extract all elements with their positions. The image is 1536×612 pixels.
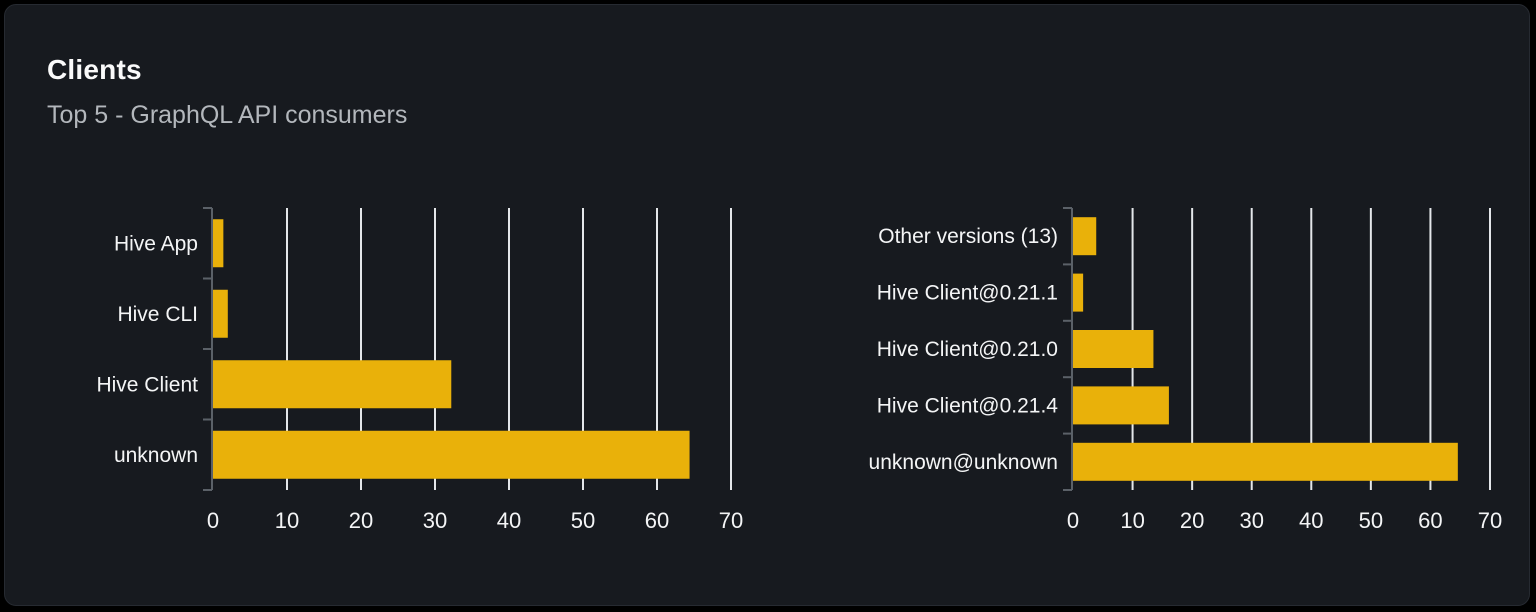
- bar[interactable]: [1073, 386, 1169, 425]
- x-tick-label: 50: [1359, 508, 1383, 533]
- category-label: unknown@unknown: [869, 451, 1058, 474]
- clients-panel: Clients Top 5 - GraphQL API consumers: [4, 4, 1530, 606]
- x-tick-label: 70: [1478, 508, 1502, 533]
- category-label: Other versions (13): [878, 225, 1058, 248]
- x-tick-label: 70: [719, 508, 743, 533]
- bar[interactable]: [213, 219, 224, 268]
- bar[interactable]: [1073, 273, 1084, 312]
- x-tick-label: 20: [349, 508, 373, 533]
- category-label: Hive Client: [96, 373, 198, 396]
- category-label: Hive Client@0.21.4: [877, 394, 1059, 417]
- x-tick-label: 60: [1418, 508, 1442, 533]
- x-tick-label: 60: [645, 508, 669, 533]
- panel-title: Clients: [47, 54, 142, 85]
- bar[interactable]: [1073, 330, 1154, 368]
- bar[interactable]: [1073, 442, 1458, 481]
- panel-subtitle: Top 5 - GraphQL API consumers: [47, 101, 408, 129]
- bar[interactable]: [213, 360, 452, 409]
- bar[interactable]: [1073, 217, 1097, 256]
- chart-2: Other versions (13) Hive Client@0.21.1 Hiv…: [869, 207, 1502, 533]
- x-tick-label: 50: [571, 508, 595, 533]
- chart-1: Hive App Hive CLI Hive Client unknown 0 10 20 3…: [96, 207, 743, 533]
- x-tick-label: 0: [1067, 508, 1079, 533]
- x-tick-label: 40: [1299, 508, 1323, 533]
- category-label: Hive CLI: [117, 303, 198, 326]
- x-tick-label: 10: [275, 508, 299, 533]
- category-label: Hive App: [114, 232, 198, 255]
- category-label: Hive Client@0.21.0: [877, 338, 1058, 361]
- x-tick-label: 40: [497, 508, 521, 533]
- bar[interactable]: [213, 430, 690, 479]
- x-tick-label: 20: [1180, 508, 1204, 533]
- x-tick-label: 30: [1239, 508, 1263, 533]
- x-tick-label: 10: [1120, 508, 1144, 533]
- category-label: Hive Client@0.21.1: [877, 282, 1058, 305]
- x-tick-label: 0: [207, 508, 219, 533]
- category-label: unknown: [114, 444, 198, 467]
- bar[interactable]: [213, 289, 228, 338]
- x-tick-label: 30: [423, 508, 447, 533]
